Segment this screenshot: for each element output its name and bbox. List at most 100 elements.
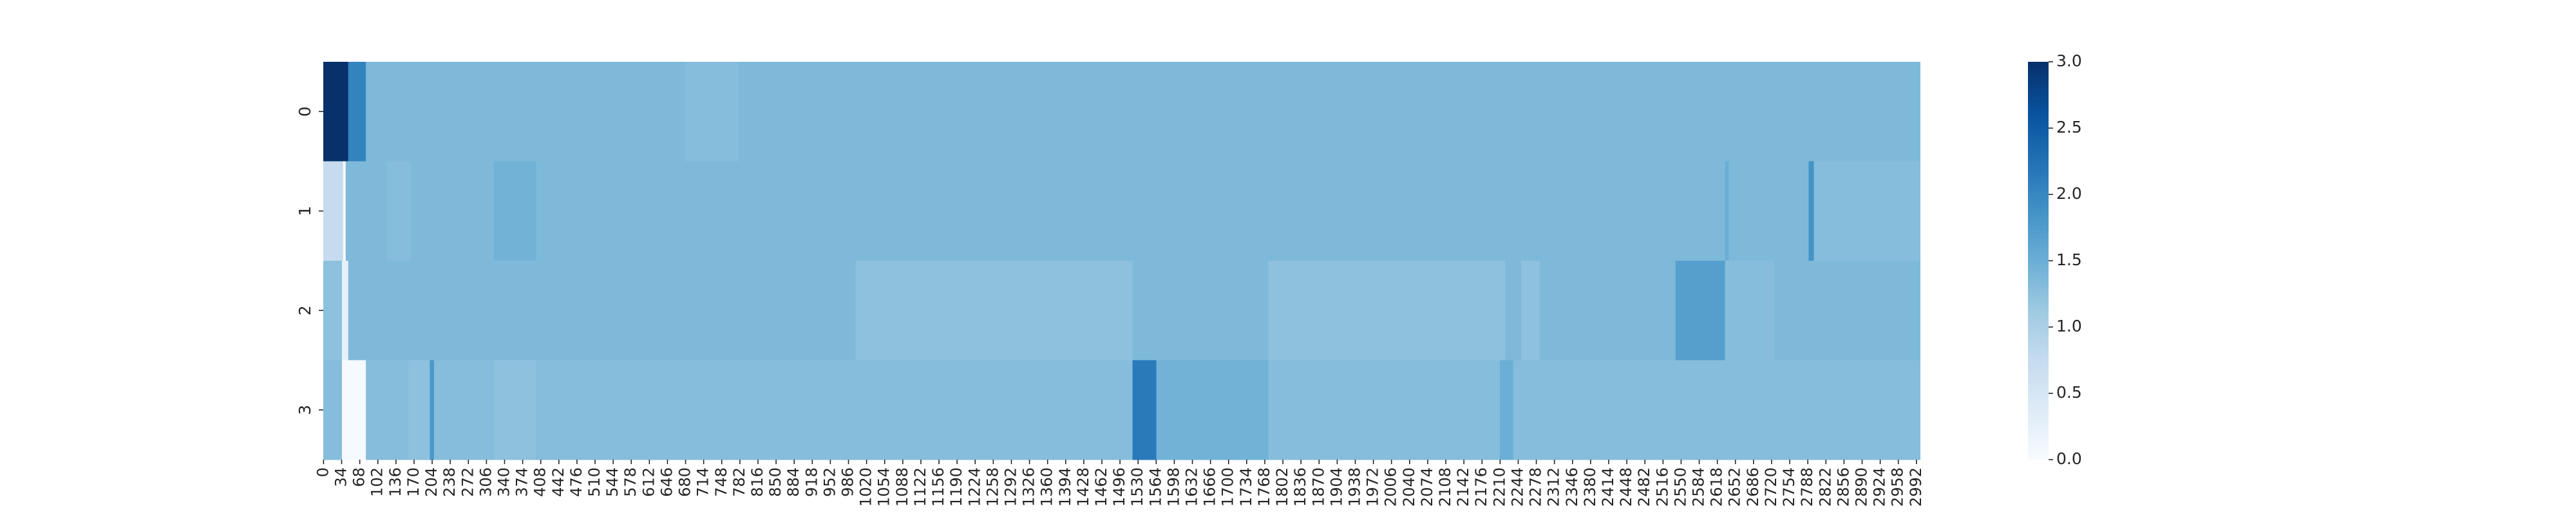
x-tick-label: 748 <box>712 467 730 497</box>
heatmap-cell <box>348 261 366 360</box>
x-tick-label: 374 <box>513 467 531 497</box>
x-tick-label: 2822 <box>1816 467 1834 507</box>
x-tick-label: 1496 <box>1110 467 1128 507</box>
x-tick-label: 1394 <box>1056 467 1074 507</box>
x-tick-label: 2074 <box>1418 467 1436 507</box>
heatmap-cell <box>1156 360 1269 460</box>
x-tick-label: 68 <box>350 467 368 487</box>
x-tick-label: 1292 <box>1001 467 1019 507</box>
heatmap-cell <box>1725 161 1729 261</box>
x-tick-label: 442 <box>549 467 567 497</box>
x-tick-label: 1360 <box>1038 467 1056 507</box>
heatmap-cell <box>493 360 536 460</box>
x-tick-label: 2788 <box>1798 467 1816 507</box>
heatmap-cell <box>493 161 536 261</box>
x-tick-label: 2754 <box>1780 467 1798 507</box>
x-tick-label: 1530 <box>1128 467 1146 507</box>
heatmap-cell <box>685 62 739 162</box>
heatmap-cell <box>855 261 1133 360</box>
heatmap-cell <box>323 261 342 360</box>
x-tick-label: 2584 <box>1690 467 1708 507</box>
x-tick-label: 2652 <box>1726 467 1744 507</box>
x-tick-label: 306 <box>477 467 495 497</box>
heatmap-cell <box>323 62 348 162</box>
x-tick-label: 238 <box>440 467 459 497</box>
colorbar-tick-label: 2.0 <box>2056 184 2082 203</box>
x-tick-label: 2686 <box>1744 467 1762 507</box>
x-tick-label: 2550 <box>1671 467 1689 507</box>
x-tick-label: 1904 <box>1327 467 1345 507</box>
x-tick-label: 1836 <box>1291 467 1309 507</box>
x-tick-label: 2380 <box>1581 467 1599 507</box>
heatmap-row-0 <box>323 62 1920 162</box>
x-tick-label: 1598 <box>1164 467 1182 507</box>
x-tick-label: 2244 <box>1508 467 1526 507</box>
x-tick-label: 544 <box>603 467 621 497</box>
y-tick-label: 1 <box>296 206 314 216</box>
heatmap-row-1 <box>323 161 1920 261</box>
x-tick-label: 2414 <box>1599 467 1617 507</box>
x-tick-label: 612 <box>639 467 658 497</box>
colorbar-tick-label: 1.5 <box>2056 250 2082 269</box>
x-tick-label: 578 <box>621 467 639 497</box>
heatmap-cell <box>408 360 433 460</box>
x-tick-label: 1870 <box>1309 467 1327 507</box>
x-tick-label: 986 <box>839 467 857 497</box>
heatmap-cell <box>1268 261 1506 360</box>
x-tick-label: 782 <box>730 467 748 497</box>
x-tick-label: 170 <box>404 467 422 497</box>
x-tick-label: 1972 <box>1364 467 1382 507</box>
x-tick-label: 1258 <box>983 467 1001 507</box>
heatmap-cell <box>341 360 366 460</box>
x-tick-label: 136 <box>386 467 404 497</box>
heatmap-row-3 <box>323 360 1920 460</box>
x-tick-label: 2142 <box>1454 467 1472 507</box>
x-tick-label: 2108 <box>1436 467 1454 507</box>
x-tick-label: 816 <box>748 467 766 497</box>
x-tick-label: 34 <box>332 467 350 487</box>
x-tick-label: 2856 <box>1834 467 1852 507</box>
x-tick-label: 952 <box>820 467 838 497</box>
colorbar <box>2028 62 2049 460</box>
heatmap-cell <box>433 360 473 460</box>
x-tick-label: 1700 <box>1219 467 1237 507</box>
x-tick-label: 102 <box>368 467 386 497</box>
x-tick-label: 1054 <box>875 467 893 507</box>
x-tick-label: 2890 <box>1852 467 1870 507</box>
x-tick-label: 646 <box>658 467 676 497</box>
x-tick-label: 2210 <box>1490 467 1508 507</box>
heatmap-cell <box>343 161 346 261</box>
x-tick-label: 2516 <box>1653 467 1671 507</box>
x-tick-label: 1666 <box>1201 467 1219 507</box>
x-tick-label: 2482 <box>1635 467 1653 507</box>
x-tick-label: 714 <box>694 467 712 497</box>
x-tick-label: 1088 <box>893 467 911 507</box>
heatmap-cell <box>323 161 343 261</box>
x-tick-label: 1938 <box>1345 467 1363 507</box>
colorbar-tick-label: 1.0 <box>2056 317 2082 335</box>
x-tick-label: 1564 <box>1146 467 1164 507</box>
heatmap-cell <box>1808 161 1814 261</box>
y-tick-label: 0 <box>296 106 314 117</box>
x-tick-label: 510 <box>585 467 603 497</box>
colorbar-tick-label: 3.0 <box>2056 52 2082 70</box>
x-tick-label: 1768 <box>1255 467 1273 507</box>
x-tick-label: 2720 <box>1762 467 1780 507</box>
x-tick-label: 340 <box>495 467 513 497</box>
x-tick-label: 0 <box>314 467 332 477</box>
x-tick-label: 2312 <box>1545 467 1563 507</box>
x-tick-label: 2958 <box>1889 467 1907 507</box>
heatmap-cell <box>1725 261 1774 360</box>
x-tick-label: 2278 <box>1527 467 1545 507</box>
x-tick-label: 2618 <box>1708 467 1726 507</box>
x-tick-label: 1020 <box>857 467 875 507</box>
heatmap-cell <box>387 161 412 261</box>
heatmap-cell <box>430 360 434 460</box>
x-tick-label: 476 <box>567 467 585 497</box>
x-tick-label: 1734 <box>1237 467 1255 507</box>
colorbar-tick-label: 2.5 <box>2056 118 2082 136</box>
x-tick-label: 1190 <box>947 467 965 507</box>
x-tick-label: 918 <box>802 467 820 497</box>
x-tick-label: 1122 <box>911 467 929 507</box>
